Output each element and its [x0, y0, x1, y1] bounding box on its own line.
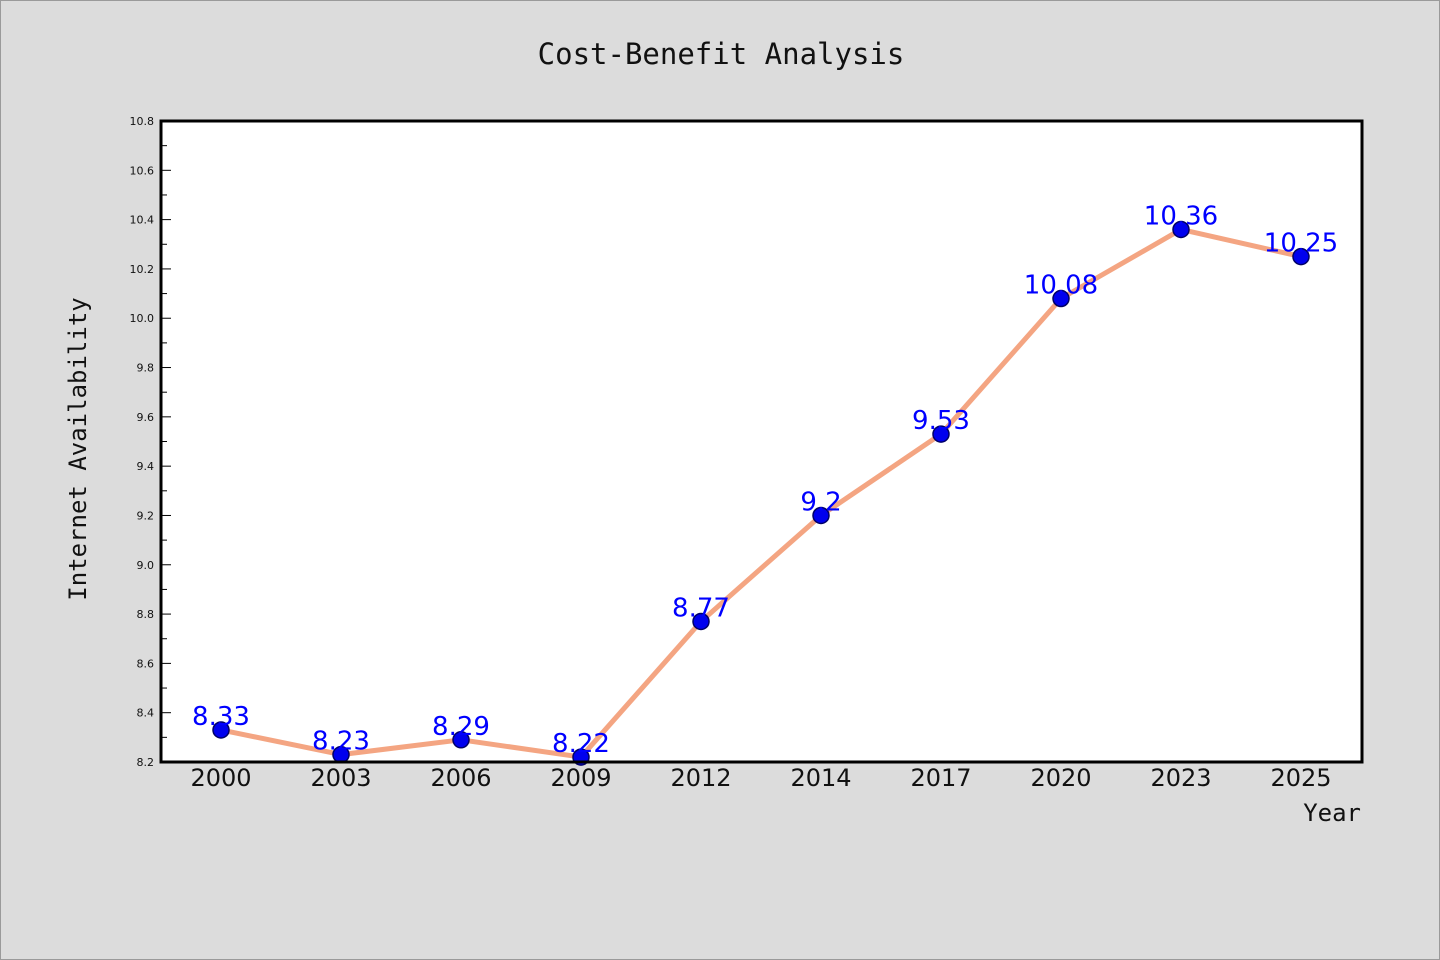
y-tick-label: 9.2 [137, 509, 155, 522]
y-tick-label: 10.4 [130, 214, 155, 227]
data-label: 8.22 [552, 729, 610, 759]
x-tick-label: 2009 [550, 764, 611, 792]
y-tick-label: 8.8 [137, 608, 155, 621]
x-axis-label: Year [1303, 799, 1361, 827]
data-point-marker [452, 731, 470, 749]
data-label: 8.77 [672, 593, 730, 623]
series-line-group [218, 226, 1304, 760]
y-tick-label: 8.4 [137, 707, 155, 720]
x-tick-label: 2020 [1030, 764, 1091, 792]
y-tick-label: 10.6 [130, 164, 155, 177]
data-label: 8.23 [312, 727, 370, 757]
y-tick-label: 10.8 [130, 115, 155, 128]
plot-frame [159, 119, 1364, 764]
x-tick-label: 2012 [670, 764, 731, 792]
data-labels: 8.33 8.23 8.29 8.22 8.77 9.2 9.53 10.08 10.36 10.… [192, 201, 1338, 759]
y-tick-label: 8.2 [137, 756, 155, 769]
x-tick-label: 2014 [790, 764, 851, 792]
data-label: 8.29 [432, 712, 490, 742]
data-point-marker [932, 425, 950, 443]
y-tick-label: 8.6 [137, 657, 155, 670]
x-axis-ticks: 2000 2003 2006 2009 2012 2014 2017 2020 2023 2025 [190, 764, 1331, 792]
y-tick-label: 9.8 [137, 362, 155, 375]
data-point-marker [212, 721, 230, 739]
x-tick-label: 2000 [190, 764, 251, 792]
y-tick-label: 9.0 [137, 559, 155, 572]
data-point-marker [812, 506, 830, 525]
x-tick-label: 2017 [910, 764, 971, 792]
data-label: 9.53 [912, 406, 970, 436]
data-label: 10.25 [1264, 229, 1338, 259]
y-tick-label: 10.0 [130, 312, 155, 325]
y-tick-label: 9.4 [137, 460, 155, 473]
y-axis-label: Internet Availability [64, 297, 92, 600]
series-line [218, 226, 1304, 760]
x-tick-label: 2023 [1150, 764, 1211, 792]
data-label: 10.08 [1024, 271, 1098, 301]
data-point-marker [1172, 220, 1190, 239]
data-label: 9.2 [800, 487, 841, 517]
data-point-marker [1292, 247, 1310, 266]
data-label: 8.33 [192, 702, 250, 732]
data-label: 10.36 [1144, 201, 1218, 231]
x-tick-label: 2006 [430, 764, 491, 792]
data-point-marker [692, 612, 710, 631]
plot-area [161, 121, 1362, 762]
x-tick-label: 2025 [1270, 764, 1331, 792]
x-tick-label: 2003 [310, 764, 371, 792]
chart-title: Cost-Benefit Analysis [538, 37, 905, 71]
data-point-marker [1052, 289, 1070, 308]
y-axis-ticks: 8.2 8.4 8.6 8.8 9.0 9.2 9.4 9.6 9.8 10.0 10.2 10.4 1… [130, 115, 171, 769]
y-tick-label: 9.6 [137, 411, 155, 424]
y-tick-label: 10.2 [130, 263, 155, 276]
